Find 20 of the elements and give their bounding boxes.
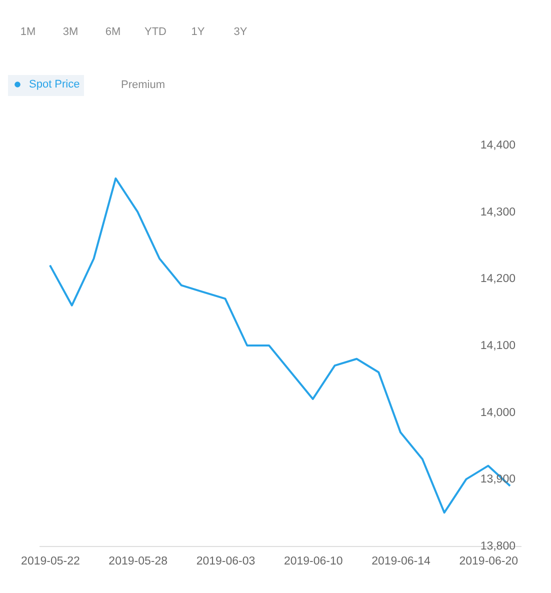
legend-label: Spot Price	[29, 78, 80, 90]
x-tick-label: 2019-06-14	[372, 556, 432, 568]
y-tick-label: 14,400	[480, 140, 516, 152]
x-tick-label: 2019-05-22	[21, 556, 80, 568]
x-tick-label: 2019-05-28	[108, 556, 168, 568]
y-tick-label: 14,000	[480, 406, 516, 419]
text: 3Y	[234, 26, 248, 38]
y-tick-label: 14,200	[480, 273, 516, 286]
text: YTD	[144, 26, 167, 38]
y-tick-label: 14,300	[480, 206, 516, 218]
y-tick-label: 14,100	[480, 340, 516, 352]
x-tick-label: 2019-06-03	[196, 556, 256, 568]
text: 1M	[20, 26, 36, 38]
x-tick-label: 2019-06-20	[459, 556, 518, 568]
x-tick-label: 2019-06-10	[284, 556, 343, 568]
text: Premium	[120, 79, 166, 91]
text: 3M	[62, 26, 78, 38]
y-tick-label: 13,800	[480, 540, 516, 552]
text: 1Y	[191, 26, 206, 38]
text: 6M	[105, 26, 121, 38]
